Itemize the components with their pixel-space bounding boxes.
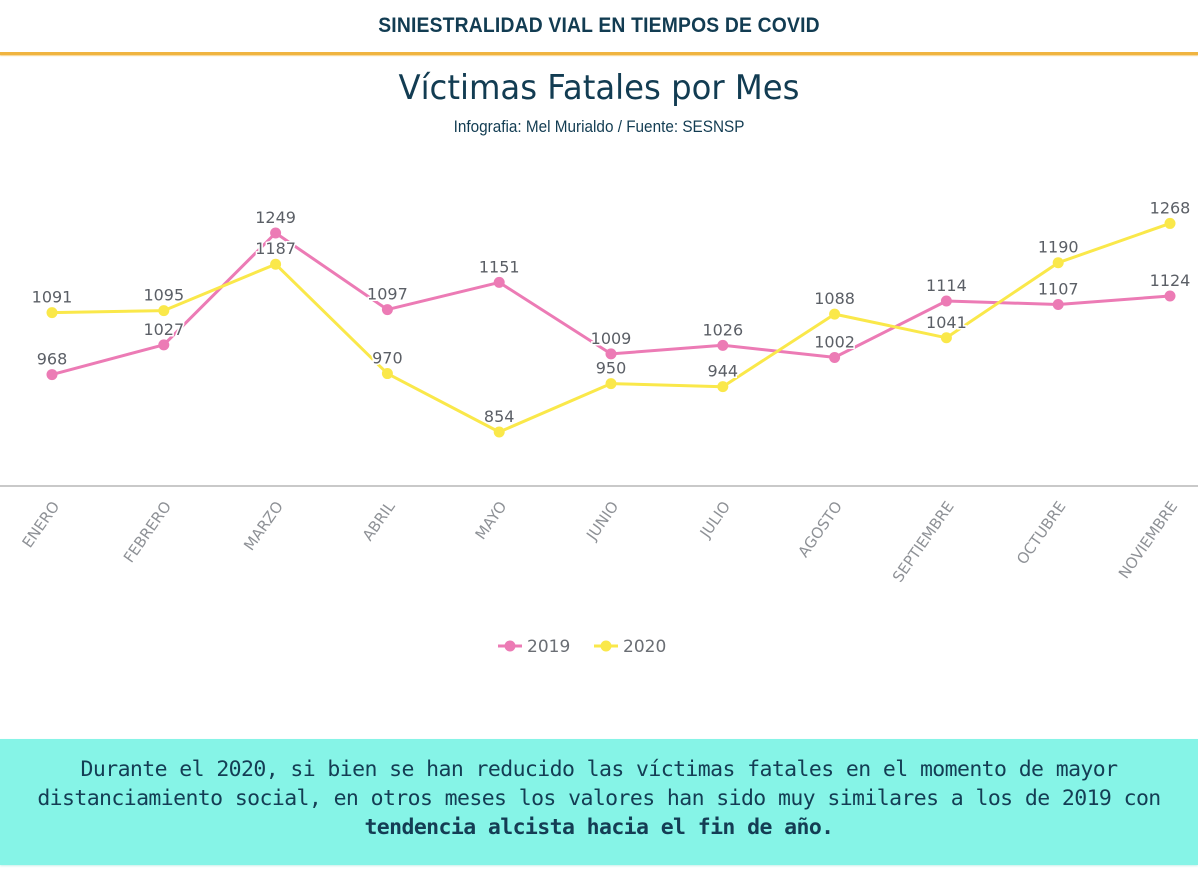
summary-line-1: Durante el 2020, si bien se han reducido… [80,757,1119,782]
data-point-2019-enero[interactable] [46,369,58,381]
data-label-2020-noviembre: 1268 [1150,198,1191,217]
data-label-2019-mayo: 1151 [479,257,520,276]
legend-label-2019: 2019 [527,637,570,657]
data-point-2020-mayo[interactable] [493,426,505,438]
data-label-2019-septiembre: 1114 [926,276,967,295]
x-tick-label-abril: ABRIL [359,497,399,544]
data-point-2019-septiembre[interactable] [940,295,952,307]
data-labels-layer: 968 1027 1249 1097 1151 1009 1026 1002 1114 1107 1… [30,197,1192,428]
data-point-2019-octubre[interactable] [1052,299,1064,311]
header-title: SINIESTRALIDAD VIAL EN TIEMPOS DE COVID [378,14,820,37]
data-label-2019-marzo: 1249 [255,208,296,227]
legend-item-2019[interactable]: 2019 [498,637,570,657]
data-point-2020-abril[interactable] [381,368,393,380]
data-label-2019-octubre: 1107 [1038,280,1079,299]
x-tick-label-octubre: OCTUBRE [1013,498,1069,568]
data-point-2020-enero[interactable] [46,307,58,319]
x-tick-label-enero: ENERO [18,498,63,551]
legend-marker-icon-2019 [504,640,516,652]
data-label-2019-junio: 1009 [591,329,632,348]
data-label-2020-agosto: 1088 [814,289,855,308]
data-label-2019-enero: 968 [37,350,68,369]
data-point-2019-agosto[interactable] [829,351,841,363]
legend-item-2020[interactable]: 2020 [594,637,666,657]
data-label-2020-junio: 950 [596,359,627,378]
header-divider [0,52,1198,55]
x-tick-label-mayo: MAYO [472,498,511,543]
data-point-2020-marzo[interactable] [270,258,282,270]
x-tick-label-julio: JULIO [696,498,734,542]
data-point-2019-febrero[interactable] [158,339,170,351]
data-point-2019-marzo[interactable] [270,227,282,239]
data-point-2020-septiembre[interactable] [940,332,952,344]
x-tick-label-septiembre: SEPTIEMBRE [889,498,958,586]
series-line-2020 [51,221,1171,434]
data-label-2020-abril: 970 [372,349,403,368]
data-point-2019-abril[interactable] [381,304,393,316]
x-tick-label-junio: JUNIO [582,498,622,544]
data-point-2019-junio[interactable] [605,348,617,360]
summary-box: Durante el 2020, si bien se han reducido… [0,739,1198,865]
chart-title: Víctimas Fatales por Mes [398,68,800,108]
data-label-2020-mayo: 854 [484,407,515,426]
legend-label-2020: 2020 [623,637,666,657]
data-point-2020-octubre[interactable] [1052,257,1064,269]
data-label-2020-octubre: 1190 [1038,238,1079,257]
data-label-2020-julio: 944 [708,362,739,381]
data-point-2020-junio[interactable] [605,378,617,390]
x-tick-label-febrero: FEBRERO [120,498,175,566]
summary-line-3-emphasis: tendencia alcista hacia el fin de año. [364,815,834,840]
summary-line-2: distanciamiento social, en otros meses l… [37,786,1161,811]
data-label-2020-febrero: 1095 [143,286,184,305]
data-point-2019-noviembre[interactable] [1164,290,1176,302]
data-point-2020-febrero[interactable] [158,305,170,317]
series-2019 [46,227,1176,381]
data-label-2020-enero: 1091 [32,288,73,307]
legend: 2019 2020 [498,637,666,657]
data-label-2019-febrero: 1027 [143,320,184,339]
x-tick-labels: ENERO FEBRERO MARZO ABRIL MAYO JUNIO JULIO AGOS… [18,497,1181,585]
data-point-2020-agosto[interactable] [829,308,841,320]
x-tick-label-marzo: MARZO [240,498,287,554]
series-2020 [46,217,1176,438]
line-chart: 968 1027 1249 1097 1151 1009 1026 1002 1114 1107 1… [0,197,1198,657]
series-layer [46,217,1176,438]
legend-marker-icon-2020 [600,640,612,652]
data-point-2020-noviembre[interactable] [1164,217,1176,229]
data-label-2019-julio: 1026 [702,320,743,339]
x-tick-label-noviembre: NOVIEMBRE [1115,498,1181,582]
data-label-2019-agosto: 1002 [814,332,855,351]
data-point-2019-mayo[interactable] [493,276,505,288]
data-label-2019-abril: 1097 [367,285,408,304]
data-point-2019-julio[interactable] [717,339,729,351]
summary-text: Durante el 2020, si bien se han reducido… [0,755,1198,842]
data-label-2020-septiembre: 1041 [926,313,967,332]
x-tick-label-agosto: AGOSTO [794,498,845,561]
data-label-2020-marzo: 1187 [255,239,296,258]
chart-subtitle: Infografia: Mel Murialdo / Fuente: SESNS… [453,117,745,136]
data-label-2019-noviembre: 1124 [1150,271,1191,290]
data-point-2020-julio[interactable] [717,381,729,393]
